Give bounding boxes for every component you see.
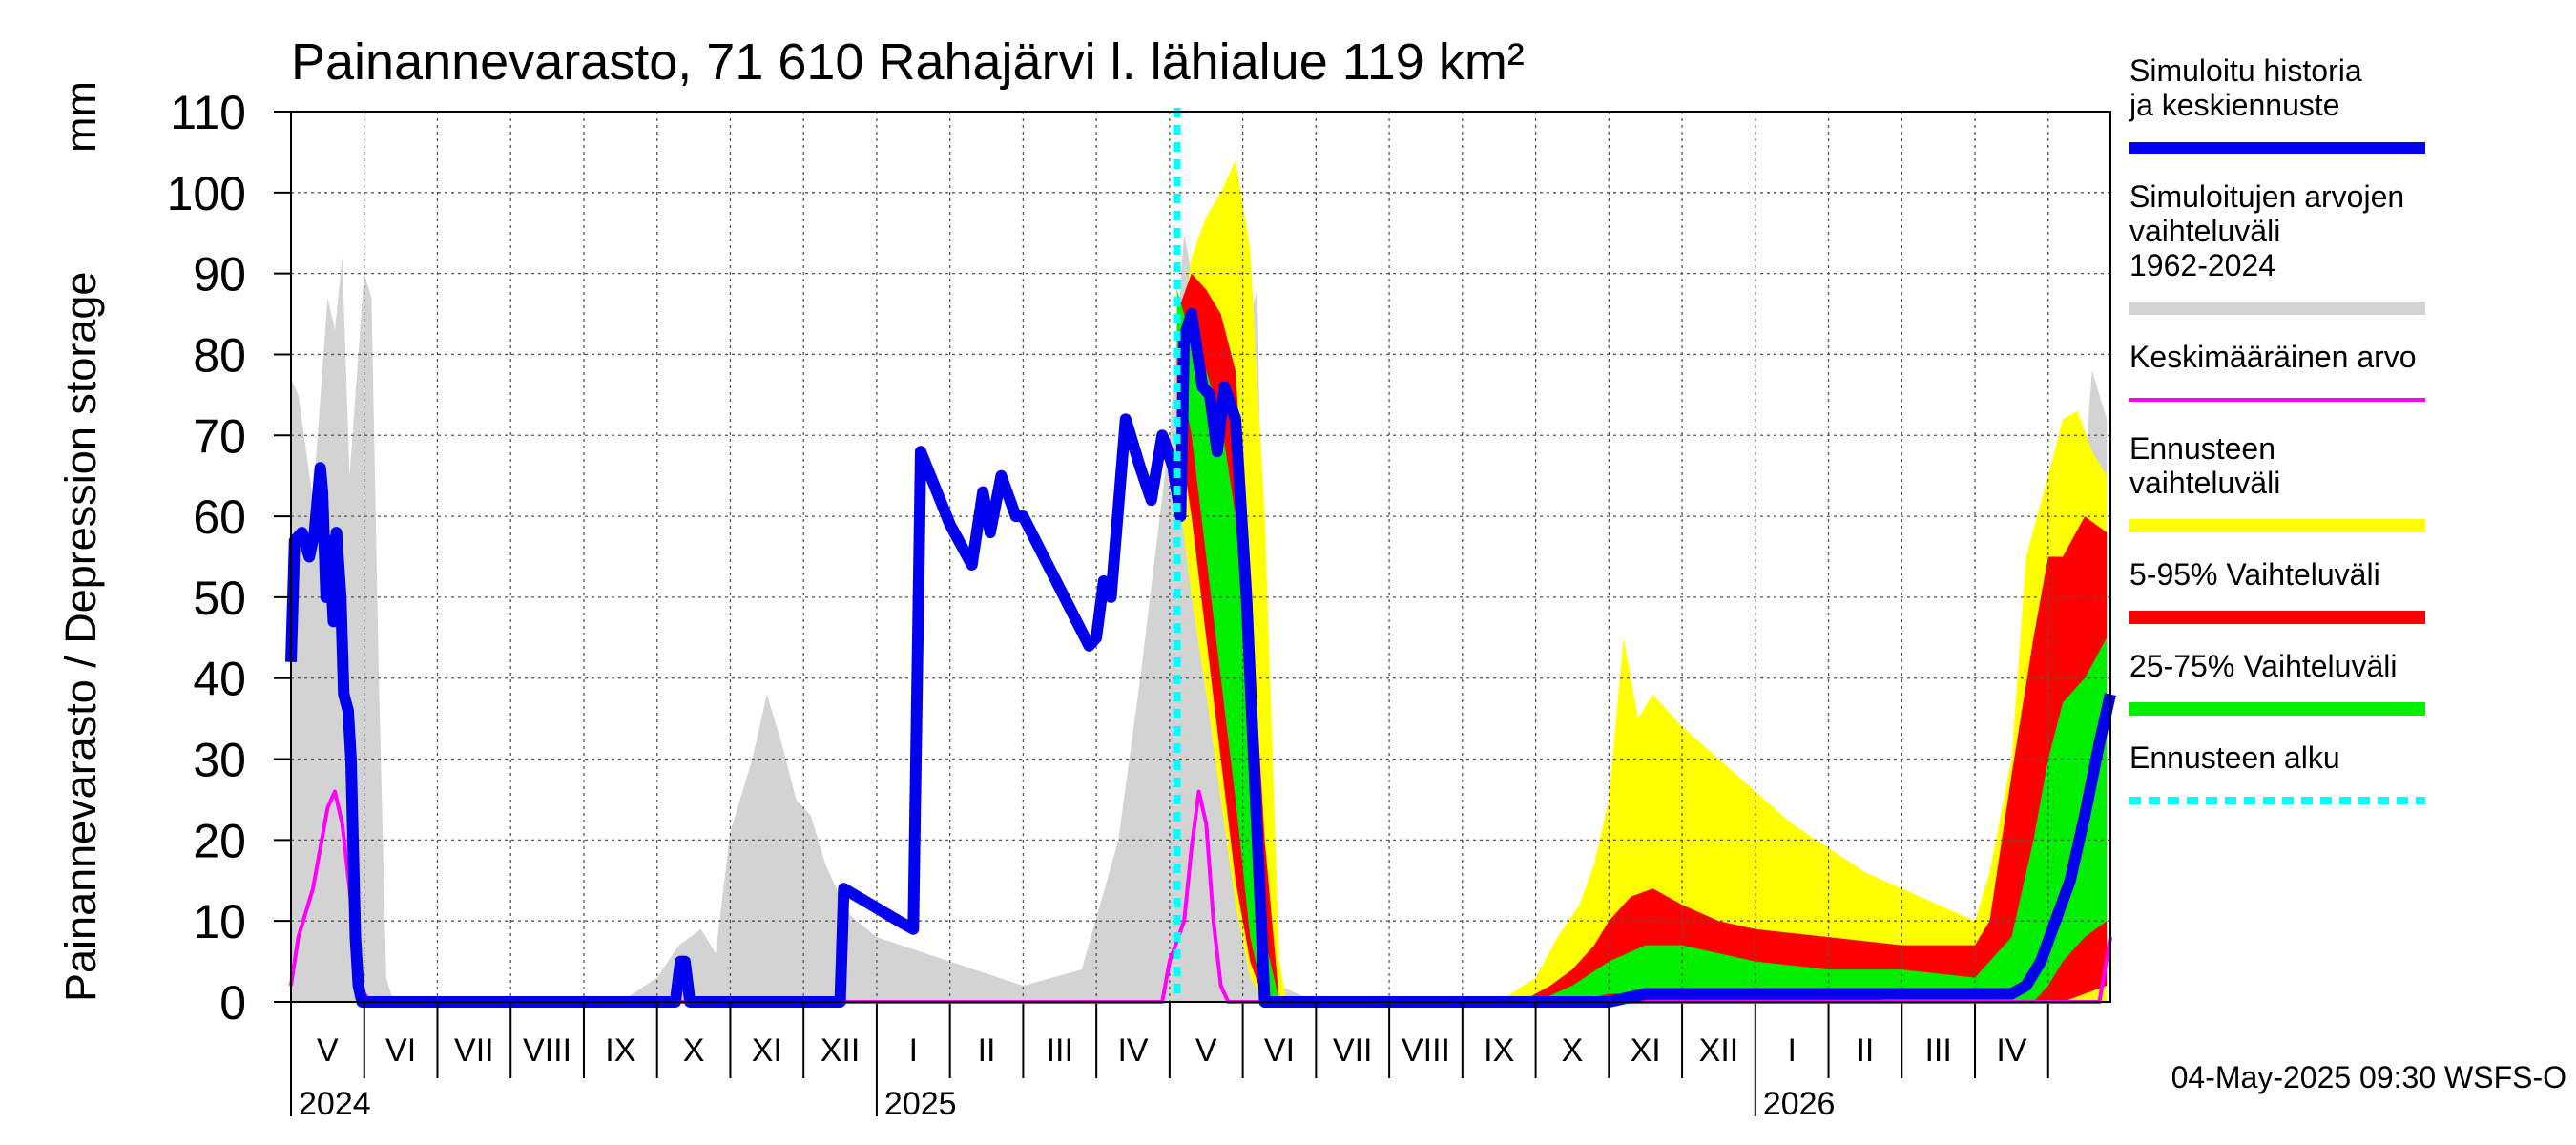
y-tick-label: 20 <box>193 814 246 867</box>
y-tick-label: 100 <box>167 167 246 220</box>
y-tick-label: 0 <box>219 976 246 1030</box>
x-month-label: VII <box>454 1032 494 1069</box>
legend-label: vaihteluväli <box>2129 466 2280 500</box>
x-month-label: VIII <box>1402 1032 1450 1069</box>
legend-label: Simuloitujen arvojen <box>2129 179 2404 214</box>
x-month-label: V <box>1195 1032 1217 1069</box>
x-year-label: 2025 <box>884 1086 957 1122</box>
series-simuloitu-historia-ja-keskiennuste <box>285 308 2116 1008</box>
chart-title: Painannevarasto, 71 610 Rahajärvi l. läh… <box>291 33 1525 91</box>
y-tick-label: 110 <box>170 86 246 139</box>
band-25-75-vaihteluv-li <box>1176 289 2108 1003</box>
legend-label: 5-95% Vaihteluväli <box>2129 557 2380 592</box>
x-month-label: VI <box>1264 1032 1295 1069</box>
legend-label: 1962-2024 <box>2129 248 2275 282</box>
x-month-label: VII <box>1333 1032 1373 1069</box>
x-month-label: X <box>683 1032 705 1069</box>
x-month-label: II <box>1856 1032 1874 1069</box>
x-month-label: V <box>317 1032 339 1069</box>
x-month-label: III <box>1047 1032 1073 1069</box>
y-tick-label: 90 <box>193 248 246 302</box>
x-month-label: IV <box>1996 1032 2026 1069</box>
x-month-label: XI <box>752 1032 782 1069</box>
footer-timestamp: 04-May-2025 09:30 WSFS-O <box>2171 1060 2566 1094</box>
x-month-label: III <box>1924 1032 1951 1069</box>
y-tick-label: 50 <box>193 572 246 625</box>
band-layer <box>291 159 2108 1003</box>
x-month-label: XI <box>1631 1032 1661 1069</box>
x-month-label: XII <box>1699 1032 1739 1069</box>
x-month-label: IX <box>605 1032 635 1069</box>
x-month-label: VI <box>385 1032 416 1069</box>
y-tick-label: 70 <box>193 409 246 463</box>
x-year-label: 2026 <box>1763 1086 1836 1122</box>
plot-frame <box>290 111 2111 1003</box>
y-tick-label: 60 <box>193 490 246 544</box>
y-axis-unit: mm <box>56 81 105 153</box>
legend-label: vaihteluväli <box>2129 214 2280 248</box>
x-month-label: VIII <box>523 1032 571 1069</box>
y-tick-label: 80 <box>193 328 246 382</box>
legend-label: Simuloitu historia <box>2129 53 2362 88</box>
x-month-label: II <box>978 1032 996 1069</box>
x-month-label: I <box>909 1032 918 1069</box>
y-tick-label: 30 <box>193 734 246 787</box>
x-month-label: I <box>1787 1032 1796 1069</box>
y-tick-label: 40 <box>193 653 246 706</box>
x-month-label: IV <box>1117 1032 1148 1069</box>
legend-label: Ennusteen alku <box>2129 740 2340 775</box>
legend-label: Ennusteen <box>2129 431 2275 466</box>
y-tick-label: 10 <box>193 895 246 948</box>
x-month-label: IX <box>1484 1032 1514 1069</box>
legend-label: ja keskiennuste <box>2129 88 2340 122</box>
y-axis-label: Painannevarasto / Depression storage <box>56 272 105 1002</box>
legend-label: Keskimääräinen arvo <box>2129 340 2417 374</box>
x-month-label: X <box>1562 1032 1584 1069</box>
x-month-label: XII <box>821 1032 861 1069</box>
legend-label: 25-75% Vaihteluväli <box>2129 649 2397 683</box>
x-year-label: 2024 <box>299 1086 371 1122</box>
